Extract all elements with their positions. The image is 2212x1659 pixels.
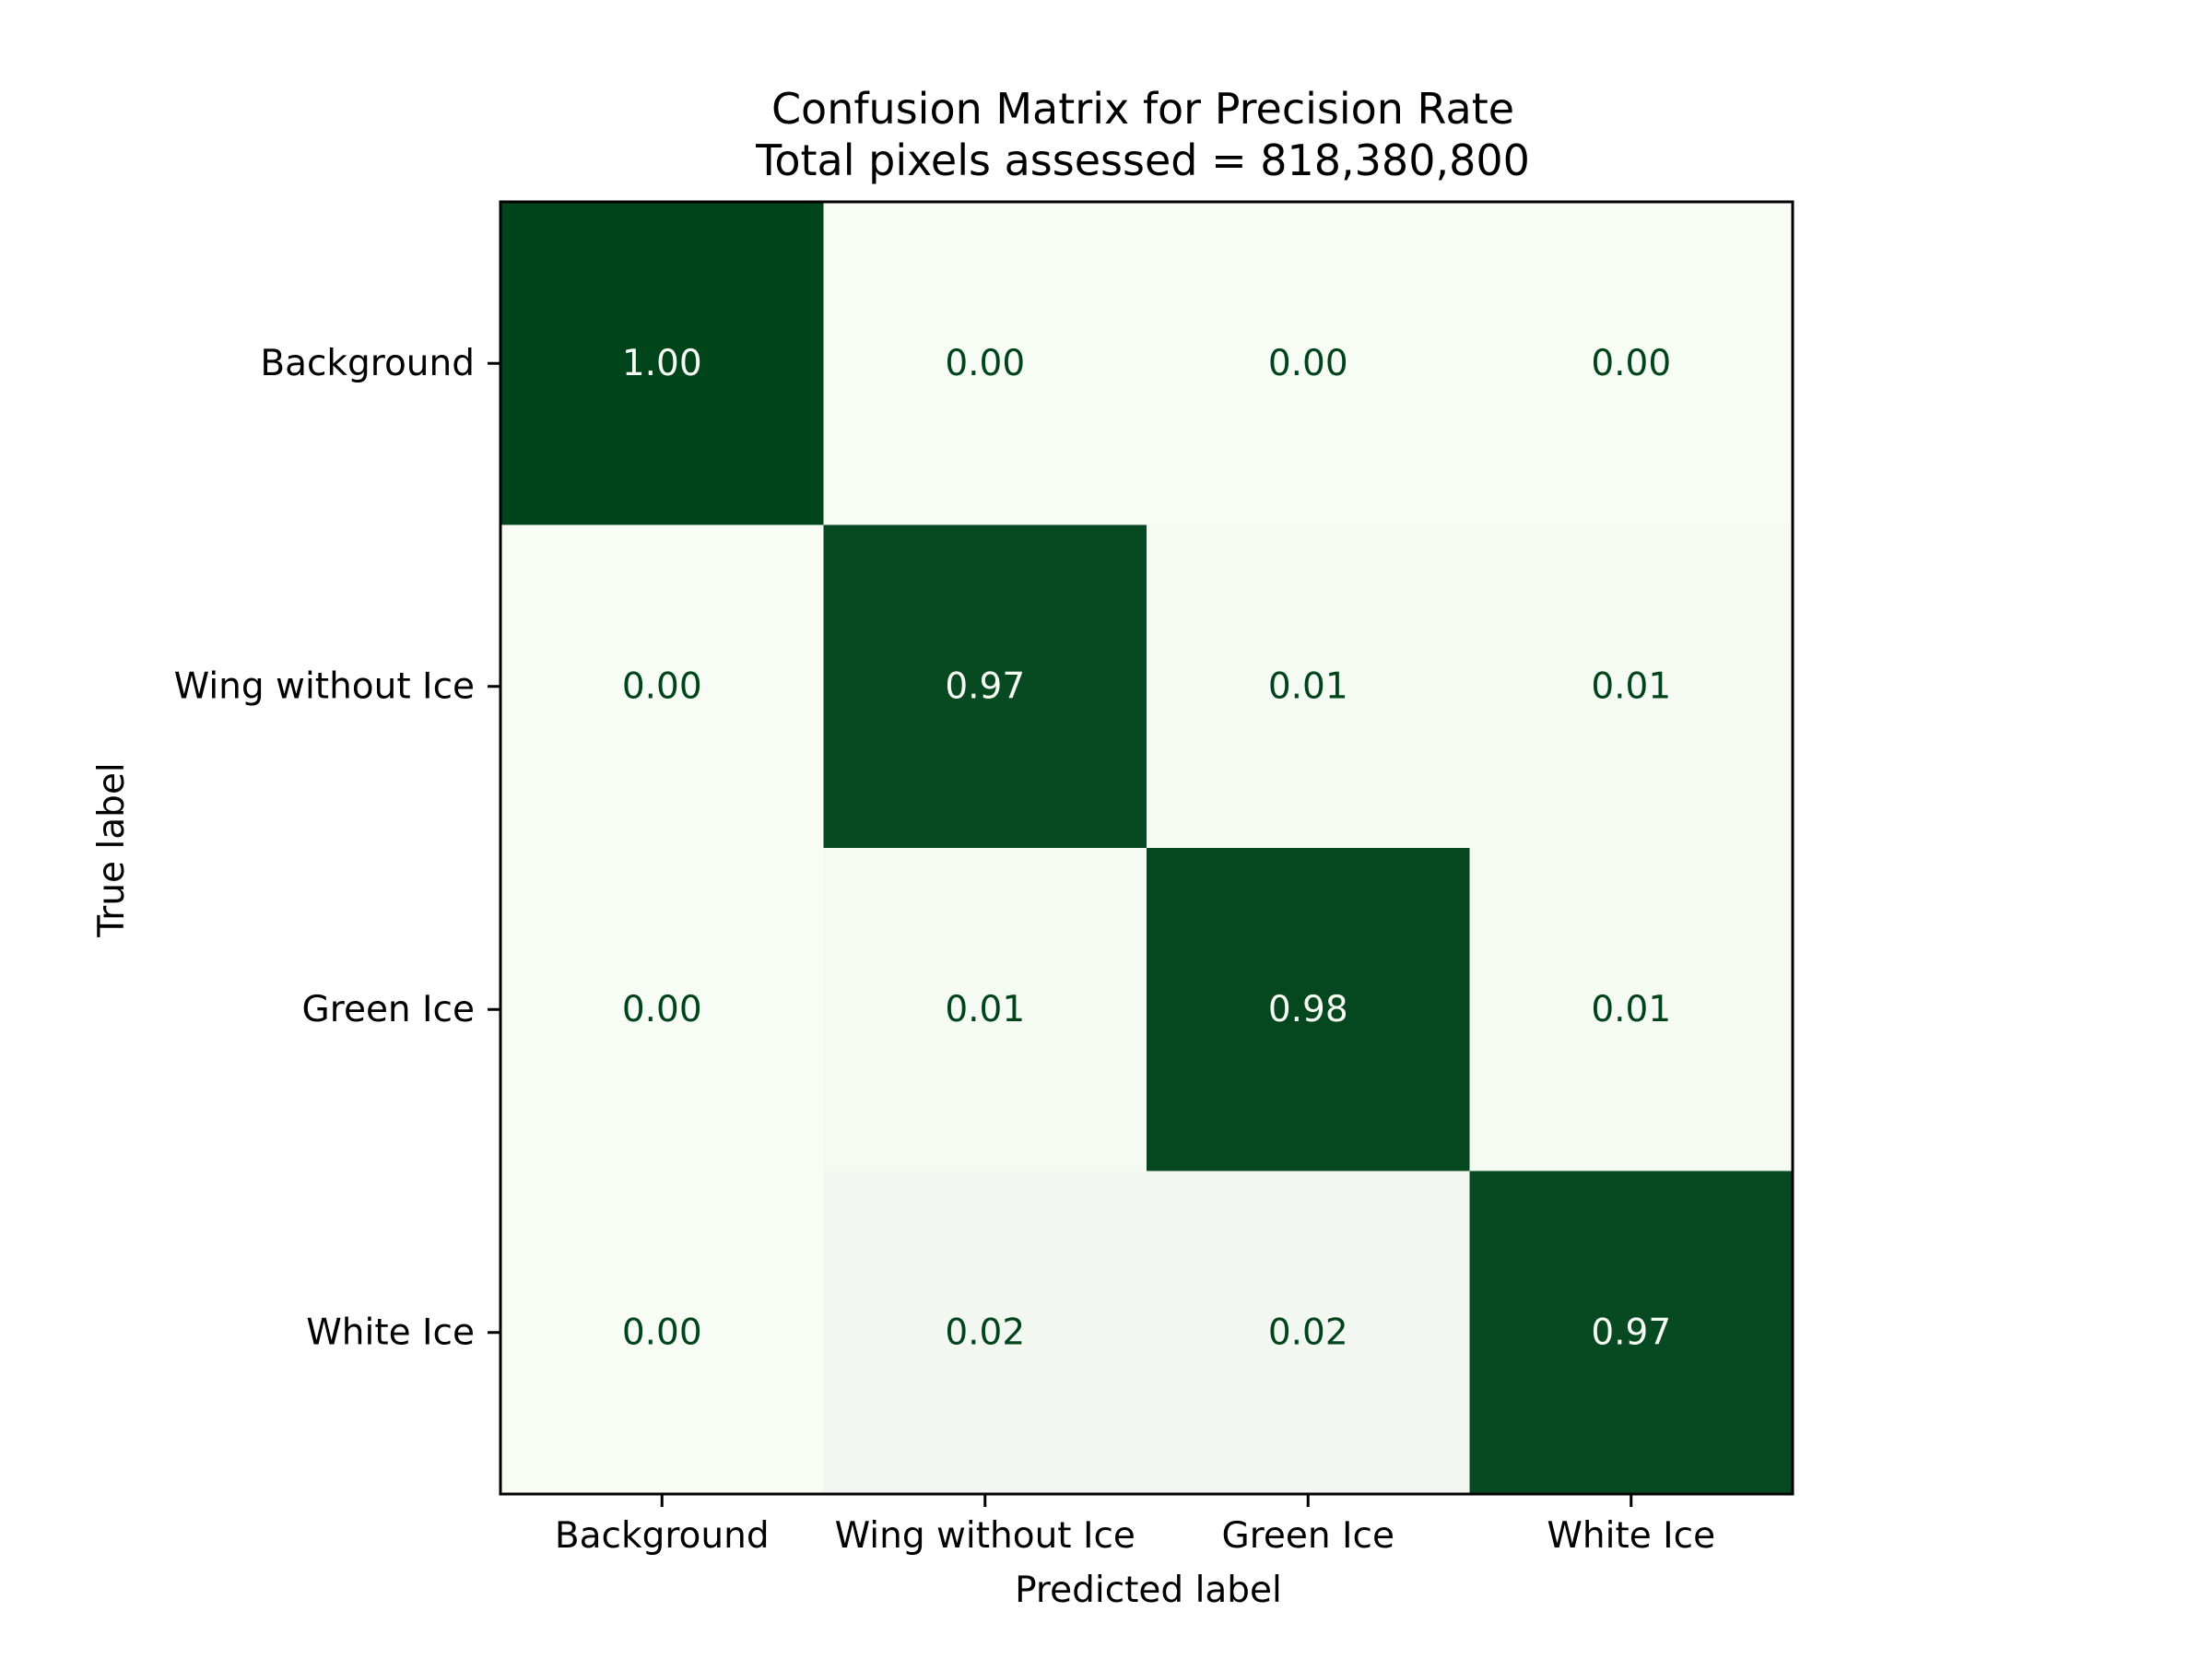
y-tick-label: Background — [260, 343, 475, 384]
cell-value-label-r3-c3: 0.97 — [1591, 1312, 1671, 1353]
cell-value-label-r1-c3: 0.01 — [1591, 665, 1671, 707]
heatmap-cell-r2-c2 — [1147, 848, 1470, 1171]
x-tick-label: Green Ice — [1222, 1515, 1394, 1557]
cell-value-label-r2-c1: 0.01 — [945, 989, 1025, 1030]
cell-value-label-r3-c0: 0.00 — [622, 1312, 702, 1353]
cell-value-label-r2-c2: 0.98 — [1268, 989, 1348, 1030]
heatmap-cell-r2-c0 — [500, 848, 824, 1171]
heatmap-cell-r0-c1 — [823, 202, 1147, 525]
heatmap-cell-r3-c0 — [500, 1171, 824, 1495]
y-tick-label: Wing without Ice — [174, 665, 475, 707]
heatmap-cell-r3-c2 — [1147, 1171, 1470, 1495]
heatmap-cell-r3-c3 — [1469, 1171, 1794, 1495]
x-tick-label: White Ice — [1547, 1515, 1715, 1557]
cell-value-label-r1-c0: 0.00 — [622, 665, 702, 707]
cell-value-label-r0-c0: 1.00 — [622, 343, 702, 384]
plot-frame — [499, 200, 1794, 1496]
cell-value-label-r2-c3: 0.01 — [1591, 989, 1671, 1030]
heatmap-cell-r0-c0 — [500, 202, 824, 525]
y-tick-label: Green Ice — [302, 989, 475, 1030]
heatmap-cell-r0-c2 — [1147, 202, 1470, 525]
heatmap-cells — [500, 202, 1794, 1495]
x-tick-label: Background — [555, 1515, 770, 1557]
cell-value-label-r0-c2: 0.00 — [1268, 343, 1348, 384]
y-axis-ticks: Background Wing without Ice Green Ice White… — [174, 343, 500, 1353]
heatmap-cell-labels: 1.00 0.00 0.00 0.00 0.00 0.97 0.01 0.01 0.00 0.01… — [622, 343, 1671, 1354]
cell-value-label-r2-c0: 0.00 — [622, 989, 702, 1030]
y-tick-label: White Ice — [306, 1312, 475, 1353]
heatmap-cell-r2-c1 — [823, 848, 1147, 1171]
cell-value-label-r0-c1: 0.00 — [945, 343, 1025, 384]
heatmap-cell-r3-c1 — [823, 1171, 1147, 1495]
chart-subtitle: Total pixels assessed = 818,380,800 — [755, 135, 1530, 185]
cell-value-label-r0-c3: 0.00 — [1591, 343, 1671, 384]
x-tick-label: Wing without Ice — [835, 1515, 1135, 1557]
cell-value-label-r1-c1: 0.97 — [945, 665, 1025, 707]
heatmap-cell-r1-c0 — [500, 524, 824, 849]
heatmap-cell-r1-c1 — [823, 524, 1147, 849]
cell-value-label-r3-c2: 0.02 — [1268, 1312, 1348, 1353]
x-axis-label: Predicted label — [1015, 1570, 1282, 1611]
cell-value-label-r3-c1: 0.02 — [945, 1312, 1025, 1353]
chart-title: Confusion Matrix for Precision Rate — [771, 84, 1514, 134]
heatmap-cell-r1-c2 — [1147, 524, 1470, 849]
heatmap-cell-r0-c3 — [1469, 202, 1794, 525]
cell-value-label-r1-c2: 0.01 — [1268, 665, 1348, 707]
y-axis-label: True label — [91, 762, 133, 938]
x-axis-ticks: Background Wing without Ice Green Ice White… — [555, 1494, 1715, 1557]
heatmap-cell-r1-c3 — [1469, 524, 1794, 849]
heatmap-cell-r2-c3 — [1469, 848, 1794, 1171]
